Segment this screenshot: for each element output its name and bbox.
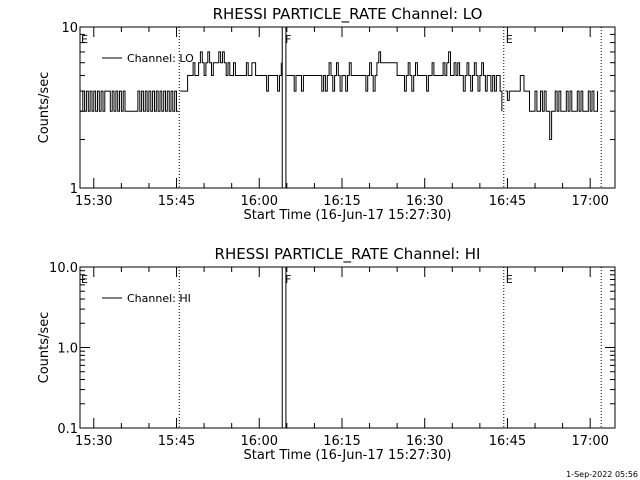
flag-label-hi: E: [81, 273, 88, 286]
x-tick-label-lo: 17:00: [571, 194, 608, 209]
x-tick-label-lo: 15:45: [158, 194, 195, 209]
x-tick-label-lo: 16:15: [323, 194, 360, 209]
x-tick-label-hi: 16:00: [241, 434, 278, 449]
flag-label-lo: E: [506, 33, 513, 46]
plot-frame-lo: [79, 26, 616, 189]
x-tick-label-hi: 16:15: [323, 434, 360, 449]
x-tick-label-lo: 16:30: [406, 194, 443, 209]
x-tick-label-hi: 17:00: [571, 434, 608, 449]
series-line-lo-seg1: [180, 51, 282, 92]
y-tick-label-hi: 1.0: [57, 342, 78, 357]
y-tick-label-lo: 10: [61, 21, 78, 36]
x-tick-label-hi: 16:30: [406, 434, 443, 449]
y-tick-label-hi: 0.1: [57, 422, 78, 437]
x-tick-label-hi: 16:45: [489, 434, 526, 449]
panel-lo: RHESSI PARTICLE_RATE Channel: LO 1 10 15:30…: [37, 5, 616, 223]
flag-label-lo: E: [81, 33, 88, 46]
flag-label-hi: F: [285, 273, 291, 286]
legend-label-hi: Channel: HI: [127, 292, 191, 305]
legend-label-lo: Channel: LO: [127, 52, 194, 65]
y-axis-label-lo: Counts/sec: [37, 72, 52, 144]
y-tick-label-lo: 1: [70, 182, 78, 197]
y-axis-label-hi: Counts/sec: [37, 312, 52, 384]
x-tick-label-hi: 15:45: [158, 434, 195, 449]
series-line-lo-seg0: [80, 90, 179, 112]
x-tick-label-lo: 16:45: [489, 194, 526, 209]
flag-label-hi: E: [506, 273, 513, 286]
x-axis-label-lo: Start Time (16-Jun-17 15:27:30): [244, 208, 452, 223]
plot-timestamp: 1-Sep-2022 05:56: [566, 470, 638, 479]
series-line-lo-seg2: [286, 51, 503, 112]
x-tick-label-lo: 15:30: [75, 194, 112, 209]
flag-label-lo: F: [285, 33, 291, 46]
x-tick-label-lo: 16:00: [241, 194, 278, 209]
y-tick-label-hi: 10.0: [49, 261, 78, 276]
x-tick-label-hi: 15:30: [75, 434, 112, 449]
panel-hi: RHESSI PARTICLE_RATE Channel: HI 0.1 1.0 10…: [37, 245, 616, 463]
x-axis-label-hi: Start Time (16-Jun-17 15:27:30): [244, 448, 452, 463]
series-line-lo-seg3: [505, 75, 598, 140]
chart-title-lo: RHESSI PARTICLE_RATE Channel: LO: [213, 5, 483, 24]
chart-title-hi: RHESSI PARTICLE_RATE Channel: HI: [215, 245, 481, 264]
